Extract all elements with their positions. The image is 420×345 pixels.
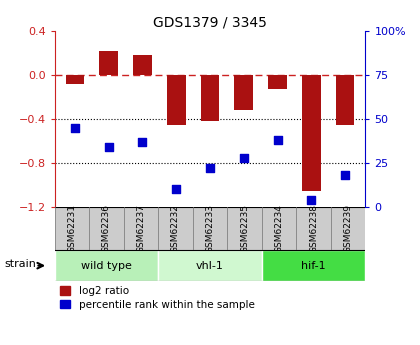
Text: strain: strain (4, 259, 36, 269)
Text: GSM62238: GSM62238 (309, 204, 318, 253)
Bar (234, 75, 253, 110)
Bar (158, 207, 193, 250)
Point (308, 197, 315, 203)
Title: GDS1379 / 3345: GDS1379 / 3345 (153, 16, 267, 30)
Legend: log2 ratio, percentile rank within the sample: log2 ratio, percentile rank within the s… (60, 286, 255, 309)
Point (105, 145, 112, 150)
Bar (133, 55, 152, 75)
Text: GSM62239: GSM62239 (344, 204, 353, 253)
Text: wild type: wild type (81, 261, 132, 270)
Bar (123, 207, 158, 250)
Bar (193, 207, 227, 250)
Point (342, 172, 349, 178)
Point (240, 155, 247, 160)
Bar (302, 75, 320, 190)
Bar (262, 250, 365, 281)
Text: GSM62236: GSM62236 (102, 204, 111, 253)
Bar (268, 75, 287, 89)
Text: GSM62234: GSM62234 (275, 204, 284, 253)
Text: GSM62232: GSM62232 (171, 204, 180, 253)
Bar (100, 51, 118, 75)
Bar (89, 207, 123, 250)
Bar (297, 207, 331, 250)
Point (139, 139, 146, 145)
Bar (158, 250, 262, 281)
Bar (167, 75, 186, 125)
Point (173, 187, 180, 192)
Bar (201, 75, 219, 121)
Bar (66, 75, 84, 84)
Bar (262, 207, 297, 250)
Point (71, 125, 78, 130)
Bar (331, 207, 365, 250)
Bar (55, 207, 89, 250)
Bar (55, 250, 158, 281)
Bar (336, 75, 354, 125)
Text: GSM62233: GSM62233 (205, 204, 215, 253)
Text: GSM62235: GSM62235 (240, 204, 249, 253)
Bar (227, 207, 262, 250)
Text: GSM62231: GSM62231 (67, 204, 76, 253)
Text: vhl-1: vhl-1 (196, 261, 224, 270)
Text: hif-1: hif-1 (301, 261, 326, 270)
Point (207, 166, 213, 171)
Point (274, 137, 281, 143)
Text: GSM62237: GSM62237 (136, 204, 145, 253)
